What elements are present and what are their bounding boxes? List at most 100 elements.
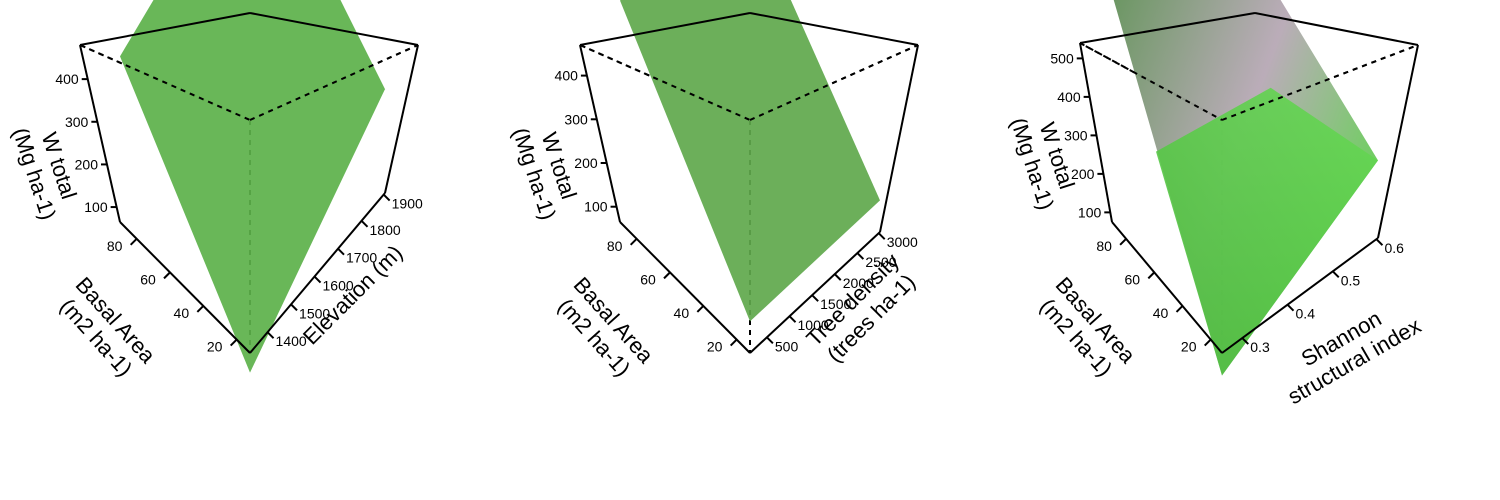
hidden-box-edge [79,44,251,121]
panel-2: 100 200 300 400 20 40 60 80 500 1000 1500 2000 2500 3… [508,0,920,386]
x-tick-label: 2000 [843,275,874,291]
x-tick [382,193,391,202]
x-tick [1241,337,1249,345]
y-tick [663,271,671,280]
x-tick-label: 1800 [370,222,401,238]
y-tick-label: 40 [1153,305,1169,321]
z-tick-label: 200 [574,155,598,171]
y-tick [1147,271,1156,280]
z-axis-title: W total(Mg ha-1) [8,116,86,222]
z-tick-label: 100 [1078,204,1102,220]
y-tick-label: 60 [640,271,656,287]
z-tick-label: 100 [84,199,108,215]
x-tick-label: 1500 [299,305,330,321]
box-edge [79,12,251,46]
y-tick-label: 20 [1181,339,1197,355]
y-tick [629,238,638,246]
x-tick [337,247,345,256]
hidden-box-edge [1079,42,1223,121]
box-edge [1377,44,1419,239]
x-axis-title: Shannonstructural index [1270,290,1425,409]
box-edge [1111,221,1223,354]
z-tick-label: 400 [55,71,79,87]
z-tick-label: 200 [75,156,99,172]
z-tick-label: 300 [1064,127,1088,143]
y-tick-label: 20 [207,339,223,355]
x-tick [834,273,842,281]
x-tick [266,331,275,339]
box-edge [579,12,751,46]
z-axis-title: W total(Mg ha-1) [1006,106,1084,212]
y-tick-label: 60 [140,271,156,287]
y-tick-label: 60 [1125,271,1141,287]
y-tick [163,271,171,280]
z-tick-label: 400 [1057,89,1081,105]
x-tick [788,315,797,323]
y-tick-label: 40 [674,305,690,321]
hidden-box-edge [749,44,919,121]
x-tick [766,336,774,344]
z-tick-label: 300 [564,111,588,127]
y-tick-label: 80 [1096,238,1112,254]
x-tick-label: 0.4 [1296,306,1316,322]
x-tick-label: 0.3 [1250,339,1270,355]
box-edge [619,221,751,354]
z-tick-label: 200 [1071,166,1095,182]
y-tick [1204,338,1212,347]
box-edge [384,44,419,194]
y-tick-label: 80 [107,238,123,254]
z-tick-label: 400 [555,68,579,84]
y-axis-title: Basal Area(m2 ha-1) [549,272,659,386]
box-edge [879,44,919,233]
panel-3: 100 200 300 400 500 20 40 60 80 0.3 0.4 0.5 0.6 W tot… [1006,0,1425,409]
x-tick-label: 1900 [392,196,423,212]
y-tick [1119,238,1127,246]
x-tick-label: 1000 [798,317,829,333]
y-tick [696,305,705,313]
y-tick [196,305,205,313]
box-edge [749,12,919,46]
x-tick-label: 3000 [887,234,918,250]
hidden-box-edge [1221,44,1419,121]
x-tick-label: 0.5 [1341,272,1361,288]
box-edge [1079,12,1256,44]
box-edge [749,231,881,354]
x-tick-label: 500 [775,338,799,354]
box-edge [579,44,621,223]
x-tick [856,252,865,260]
x-tick-label: 1600 [323,278,354,294]
x-tick [1286,303,1295,312]
box-edge [119,221,251,354]
x-tick [877,232,886,240]
box-edge [249,12,419,46]
x-tick [1332,270,1340,279]
response-surface [620,0,880,322]
y-tick-label: 20 [707,339,723,355]
response-surface-lower [1156,87,1378,376]
box-edge [1221,237,1379,354]
x-tick-label: 0.6 [1384,240,1404,256]
panel-1: 100 200 300 400 20 40 60 80 1400 1500 1600 1700 1800… [8,0,423,386]
box-edge [1079,42,1113,223]
z-tick-label: 500 [1050,50,1074,66]
y-axis-title: Basal Area(m2 ha-1) [1031,272,1141,386]
hidden-box-edge [249,44,419,121]
x-tick-label: 2500 [865,254,896,270]
z-tick-label: 300 [65,114,89,130]
x-tick [290,303,298,312]
box-edge [249,192,386,354]
y-tick-label: 80 [607,238,623,254]
y-tick [129,238,138,246]
z-tick-label: 100 [584,199,608,215]
y-tick [1175,305,1184,313]
x-tick-label: 1700 [346,250,377,266]
x-tick-label: 1400 [276,333,307,349]
x-tick [313,275,322,284]
y-axis-title: Basal Area(m2 ha-1) [51,272,161,386]
x-tick-label: 1500 [820,296,851,312]
x-tick [360,220,369,228]
response-surface [120,0,385,373]
z-axis-title: W total(Mg ha-1) [508,116,586,222]
x-tick [1375,238,1384,246]
